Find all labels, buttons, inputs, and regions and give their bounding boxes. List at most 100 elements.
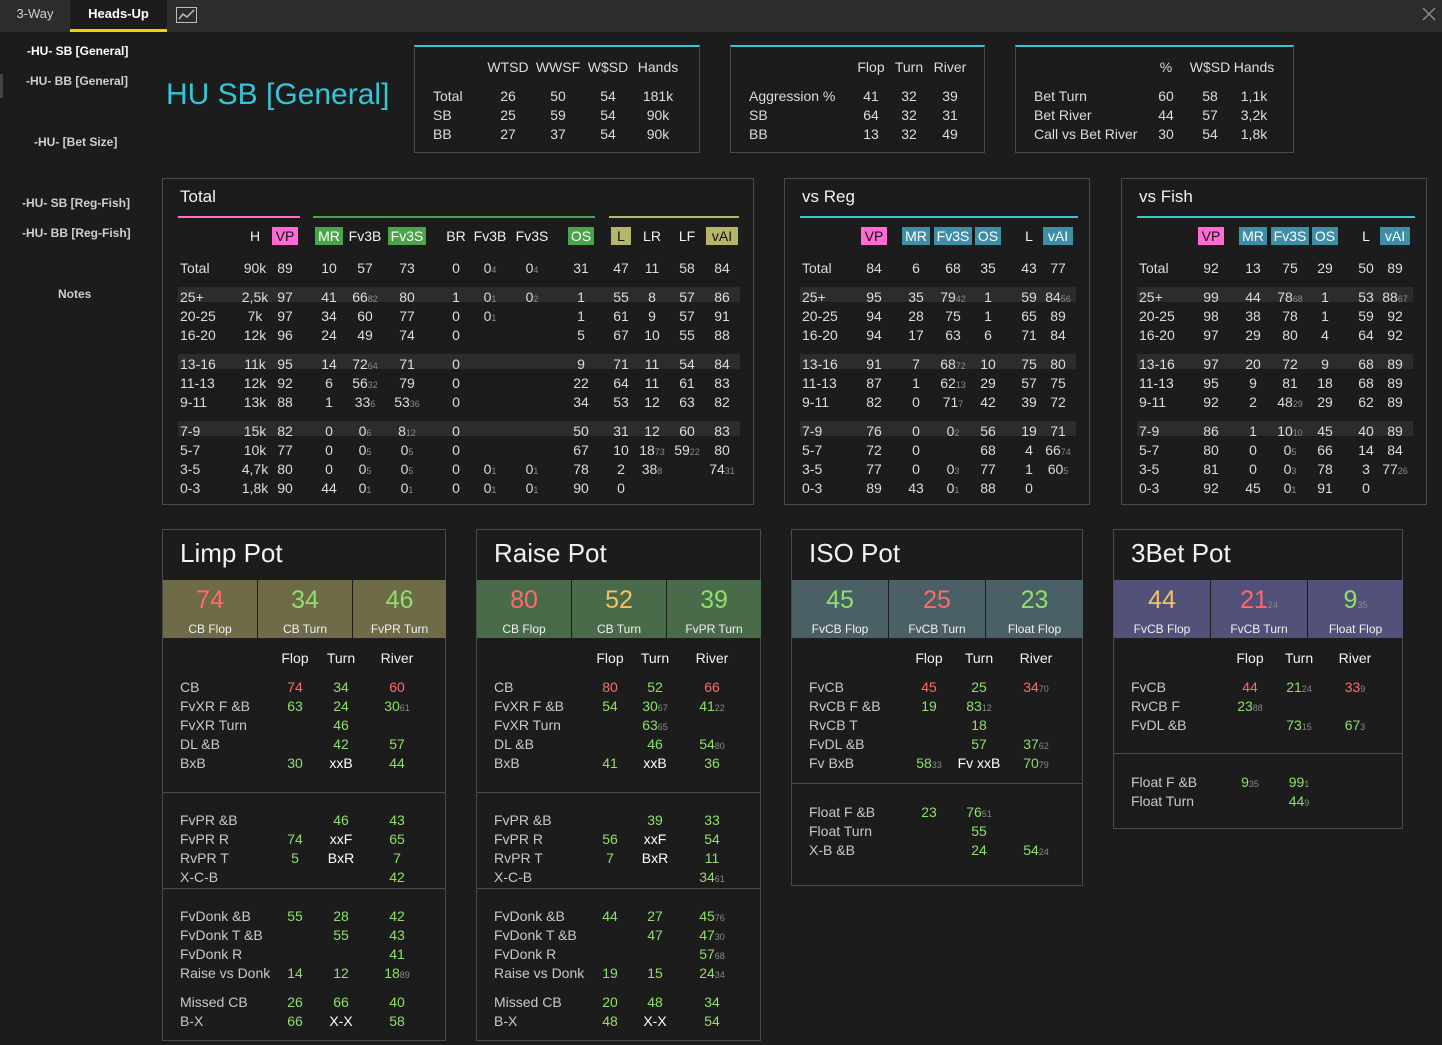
value-main: 74 <box>287 679 303 695</box>
row-value: 88 <box>966 480 1010 496</box>
value-sub: 61 <box>399 703 410 713</box>
value-sub: 3 <box>954 466 960 476</box>
row-value: 48 <box>582 1013 638 1029</box>
row-value: 2388 <box>1222 698 1278 714</box>
value-main: 12k <box>243 375 267 391</box>
value-main: 33 <box>704 812 720 828</box>
value-main: 26 <box>287 994 303 1010</box>
value-sub: 80 <box>714 741 725 751</box>
nav-item-hu-bet-size[interactable]: -HU- [Bet Size] <box>34 135 118 149</box>
chart-icon[interactable] <box>176 7 197 23</box>
col-header: LF <box>678 228 696 244</box>
row-value: 81 <box>1268 375 1312 391</box>
value-main: 56 <box>352 375 368 391</box>
value-main: 11k <box>244 356 266 372</box>
row-value: 0 <box>434 442 478 458</box>
col-header: Fv3S <box>515 228 549 244</box>
value-main: 72 <box>352 356 368 372</box>
nav-item-notes[interactable]: Notes <box>58 287 92 301</box>
row-value: 57 <box>951 736 1007 752</box>
value-main: 83 <box>714 423 730 439</box>
tab-heads-up[interactable]: Heads-Up <box>70 0 167 32</box>
row-value: 9 <box>630 308 674 324</box>
value-main: 9 <box>577 356 585 372</box>
value-main: 54 <box>602 698 618 714</box>
value-sub: 33 <box>931 760 942 770</box>
row-value: 47 <box>599 260 643 276</box>
value-sub: 24 <box>1038 847 1049 857</box>
value-main: 54 <box>704 831 720 847</box>
col-header: Flop <box>281 650 309 666</box>
row-value: 41 <box>307 289 351 305</box>
row-value: 19 <box>901 698 957 714</box>
row-label: FvDL &B <box>809 736 865 752</box>
row-value: 82 <box>263 423 307 439</box>
row-value: 75 <box>1007 356 1051 372</box>
value-main: 44 <box>1242 679 1258 695</box>
value-main: 86 <box>714 289 730 305</box>
row-value: 80 <box>1036 356 1080 372</box>
value-main: 73 <box>1286 717 1302 733</box>
value-sub: 5 <box>1063 466 1069 476</box>
row-value: 0 <box>1007 480 1051 496</box>
value-main: 77 <box>1050 260 1066 276</box>
value-main: 79 <box>940 289 956 305</box>
row-value: 90k <box>646 107 670 123</box>
value-main: 23 <box>1020 586 1049 614</box>
row-label: Fv BxB <box>809 755 855 771</box>
value-main: 52 <box>605 586 633 614</box>
row-value: 3461 <box>684 869 740 885</box>
value-main: 92 <box>1203 260 1219 276</box>
value-main: 1 <box>984 308 992 324</box>
total-panel: Total H VP MR Fv3B Fv3S BR Fv3B Fv3S OS L LR LF vAI To… <box>162 178 754 505</box>
value-sub: 67 <box>657 703 668 713</box>
row-label: Aggression % <box>749 88 836 104</box>
nav-item-hu-bb-general[interactable]: -HU- BB [General] <box>26 74 129 88</box>
value-main: 50 <box>573 423 589 439</box>
value-main: 53 <box>613 394 629 410</box>
nav-item-hu-bb-reg-fish[interactable]: -HU- BB [Reg-Fish] <box>22 226 131 240</box>
value-main: 95 <box>1203 375 1219 391</box>
row-value: 67 <box>559 442 603 458</box>
col-header: OS <box>1312 227 1338 245</box>
col-header: W$SD <box>1189 59 1231 75</box>
row-value: 01 <box>510 461 554 477</box>
row-value: 25 <box>951 679 1007 695</box>
value-main: 52 <box>647 679 663 695</box>
row-value: 0 <box>434 356 478 372</box>
value-main: 95 <box>866 289 882 305</box>
value-main: 12 <box>644 423 660 439</box>
row-label: FvXR Turn <box>494 717 561 733</box>
row-value: 48 <box>627 994 683 1010</box>
row-value: 4829 <box>1268 394 1312 410</box>
value-main: 79 <box>399 375 415 391</box>
tab-3way[interactable]: 3-Way <box>16 6 54 21</box>
value-main: 75 <box>1282 260 1298 276</box>
value-main: 10 <box>980 356 996 372</box>
row-value: 30 <box>1158 126 1174 142</box>
value-main: 43 <box>908 480 924 496</box>
nav-item-hu-sb-general[interactable]: -HU- SB [General] <box>27 44 129 58</box>
nav-item-hu-sb-reg-fish[interactable]: -HU- SB [Reg-Fish] <box>22 196 130 210</box>
row-value: 4730 <box>684 927 740 943</box>
value-main: 74 <box>287 831 303 847</box>
row-value: 68 <box>931 260 975 276</box>
row-value: 44 <box>1231 289 1275 305</box>
value-sub: 29 <box>1292 399 1303 409</box>
row-value: 97 <box>1189 356 1233 372</box>
row-value: 72 <box>1268 356 1312 372</box>
row-value: 6682 <box>343 289 387 305</box>
value-main: 66 <box>704 679 720 695</box>
row-value: 6213 <box>931 375 975 391</box>
value-main: 44 <box>1245 289 1261 305</box>
value-main: 18 <box>384 965 400 981</box>
close-icon[interactable] <box>1421 6 1437 22</box>
row-value: 84 <box>1373 442 1417 458</box>
row-value: 03 <box>1268 461 1312 477</box>
row-value: 935 <box>1222 774 1278 790</box>
value-main: 34 <box>291 586 319 614</box>
row-value: 38 <box>1231 308 1275 324</box>
value-main: 7 <box>393 850 401 866</box>
value-main: 71 <box>1050 423 1066 439</box>
row-value: 68 <box>966 442 1010 458</box>
